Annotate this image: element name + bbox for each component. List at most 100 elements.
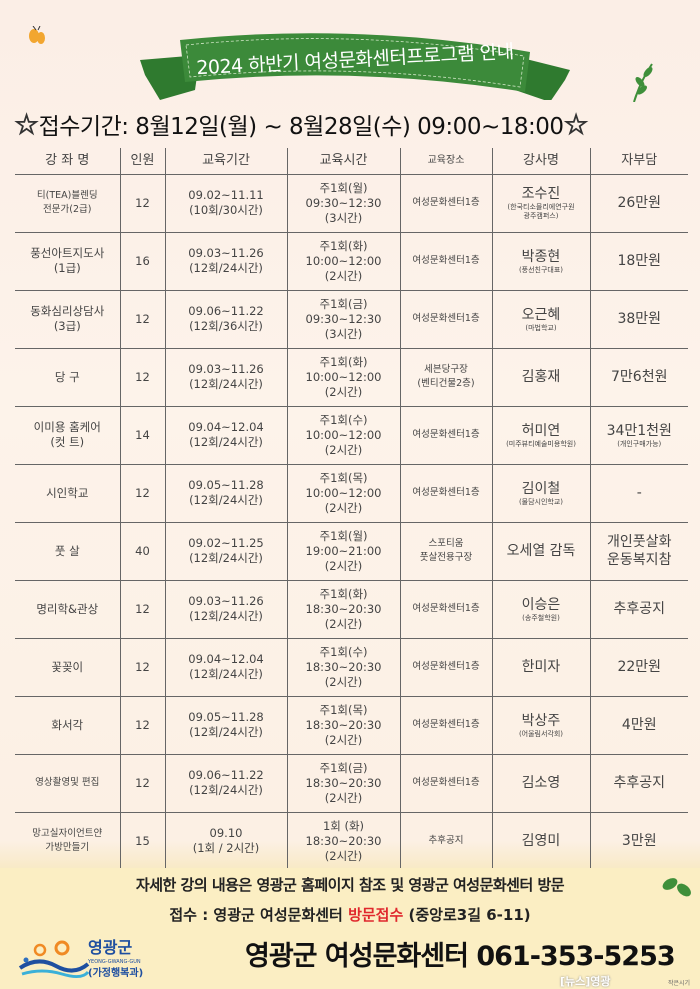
course-name: 화서각	[51, 717, 84, 732]
count: 12	[135, 195, 150, 210]
place-cell: 여성문화센터1층	[399, 406, 492, 465]
place: 풋살전용구장	[419, 552, 473, 563]
place: 여성문화센터1층	[412, 777, 480, 788]
count: 14	[135, 427, 150, 442]
time: 주1회(금)	[319, 760, 368, 775]
time: 주1회(수)	[319, 412, 368, 427]
count-cell: 12	[119, 696, 165, 755]
time: 1회 (화)	[322, 818, 365, 833]
place: 스포티움	[428, 538, 464, 549]
fee: 38만원	[617, 311, 662, 327]
fee: 34만1천원	[606, 422, 672, 439]
instructor-cell: 김영미	[491, 812, 590, 871]
time: 09:30~12:30	[305, 195, 382, 210]
table-row: 꽃꽂이 12 09.04~12.04 (12회/24시간) 주1회(수) 18:30~20…	[15, 638, 688, 697]
time: 19:00~21:00	[305, 543, 382, 558]
period-cell: 09.03~11.26 (12회/24시간)	[164, 348, 287, 407]
time-cell: 주1회(화) 10:00~12:00 (2시간)	[286, 232, 400, 291]
fee-note: (개인구매가능)	[617, 439, 662, 448]
table-row: 동화심리상담사 (3급) 12 09.06~11.22 (12회/36시간) 주1회(금)…	[15, 290, 688, 349]
column-header: 인원	[119, 148, 165, 175]
time: 18:30~20:30	[305, 717, 382, 732]
count: 12	[135, 775, 150, 790]
instructor: 오근혜	[521, 306, 561, 323]
course-name-cell: 동화심리상담사 (3급)	[15, 290, 120, 349]
time: (3시간)	[324, 326, 363, 341]
time: (2시간)	[324, 558, 363, 573]
period-cell: 09.05~11.28 (12회/24시간)	[164, 696, 287, 755]
fee-cell: -	[589, 464, 688, 523]
time: 10:00~12:00	[305, 369, 382, 384]
watermark: [뉴스]영광	[560, 975, 611, 988]
table-row: 명리학&관상 12 09.03~11.26 (12회/24시간) 주1회(화) 18:30…	[15, 580, 688, 639]
table-row: 망고실자이언트얀 가방만들기 15 09.10 (1회 / 2시간) 1회 (화) 18:3…	[15, 812, 688, 871]
affiliation: (풍선친구대표)	[518, 265, 564, 274]
course-name-cell: 당 구	[15, 348, 120, 407]
course-name: 풍선아트지도사	[30, 246, 105, 260]
fee-cell: 22만원	[589, 638, 688, 697]
fee-cell: 4만원	[589, 696, 688, 755]
table-row: 화서각 12 09.05~11.28 (12회/24시간) 주1회(목) 18:30~20…	[15, 696, 688, 755]
course-name-cell: 시인학교	[15, 464, 120, 523]
course-name: 가방만들기	[45, 842, 90, 853]
instructor: 김홍재	[521, 369, 561, 385]
period: 09.02~11.11	[188, 188, 264, 202]
course-name-cell: 풋 살	[15, 522, 120, 581]
table-row: 당 구 12 09.03~11.26 (12회/24시간) 주1회(화) 10:00~12…	[15, 348, 688, 407]
course-name: 당 구	[54, 369, 80, 384]
course-name: (컷 트)	[50, 435, 85, 449]
fee-cell: 38만원	[589, 290, 688, 349]
affiliation: (송주철학원)	[522, 613, 560, 622]
reception-method: 방문접수	[348, 906, 404, 924]
period: (12회/24시간)	[189, 667, 263, 681]
course-name: 시인학교	[46, 485, 89, 500]
period: (12회/24시간)	[189, 435, 263, 449]
period: (12회/24시간)	[189, 551, 263, 565]
course-name: 전문가(2급)	[43, 204, 92, 215]
period: 09.05~11.28	[188, 710, 264, 724]
place-cell: 세븐당구장 (벤티건물2층)	[399, 348, 492, 407]
period: (12회/36시간)	[189, 319, 263, 333]
fee: 추후공지	[613, 775, 666, 791]
period-cell: 09.02~11.11 (10회/30시간)	[164, 174, 287, 233]
course-name: 망고실자이언트얀	[32, 828, 103, 839]
instructor: 박상주	[521, 712, 561, 729]
program-table: 강 좌 명 인원 교육기간 교육시간 교육장소 강사명 자부담 티(TEA)블렌딩 전문가(2…	[15, 148, 688, 871]
column-header: 교육시간	[286, 148, 400, 175]
time: (2시간)	[324, 384, 363, 399]
place: 여성문화센터1층	[412, 255, 480, 266]
place: 여성문화센터1층	[412, 603, 480, 614]
table-row: 영상촬영및 편집 12 09.06~11.22 (12회/24시간) 주1회(금) 18:…	[15, 754, 688, 813]
period: (12회/24시간)	[189, 377, 263, 391]
course-name-cell: 풍선아트지도사 (1급)	[15, 232, 120, 291]
table-row: 시인학교 12 09.05~11.28 (12회/24시간) 주1회(목) 10:00~1…	[15, 464, 688, 523]
column-header: 교육장소	[399, 148, 492, 175]
course-name: 동화심리상담사	[30, 304, 105, 318]
period: 09.02~11.25	[188, 536, 264, 550]
time: (2시간)	[324, 268, 363, 283]
instructor-cell: 한미자	[491, 638, 590, 697]
fee: 26만원	[617, 195, 662, 211]
time: 18:30~20:30	[305, 775, 382, 790]
logo-department: (가정행복과)	[88, 968, 144, 979]
instructor: 김소영	[521, 775, 561, 791]
instructor-cell: 이승은 (송주철학원)	[491, 580, 590, 639]
fee: -	[636, 485, 642, 501]
course-name: 영상촬영및 편집	[35, 777, 100, 788]
place-cell: 여성문화센터1층	[399, 290, 492, 349]
time: 주1회(목)	[319, 470, 368, 485]
time: 18:30~20:30	[305, 659, 382, 674]
count-cell: 12	[119, 348, 165, 407]
course-name-cell: 꽃꽂이	[15, 638, 120, 697]
contact: 영광군 여성문화센터 061-353-5253	[245, 941, 676, 972]
table-row: 티(TEA)블렌딩 전문가(2급) 12 09.02~11.11 (10회/30시간) 주…	[15, 174, 688, 233]
fee-cell: 18만원	[589, 232, 688, 291]
affiliation: (한국티소믈리에연구원	[507, 203, 575, 211]
butterfly-icon	[29, 26, 45, 44]
period: 09.10	[209, 826, 243, 840]
period: (12회/24시간)	[189, 609, 263, 623]
period-cell: 09.05~11.28 (12회/24시간)	[164, 464, 287, 523]
period: (10회/30시간)	[189, 203, 263, 217]
course-name-cell: 이미용 홈케어 (컷 트)	[15, 406, 120, 465]
instructor-cell: 조수진 (한국티소믈리에연구원 광주캠퍼스)	[491, 174, 590, 233]
